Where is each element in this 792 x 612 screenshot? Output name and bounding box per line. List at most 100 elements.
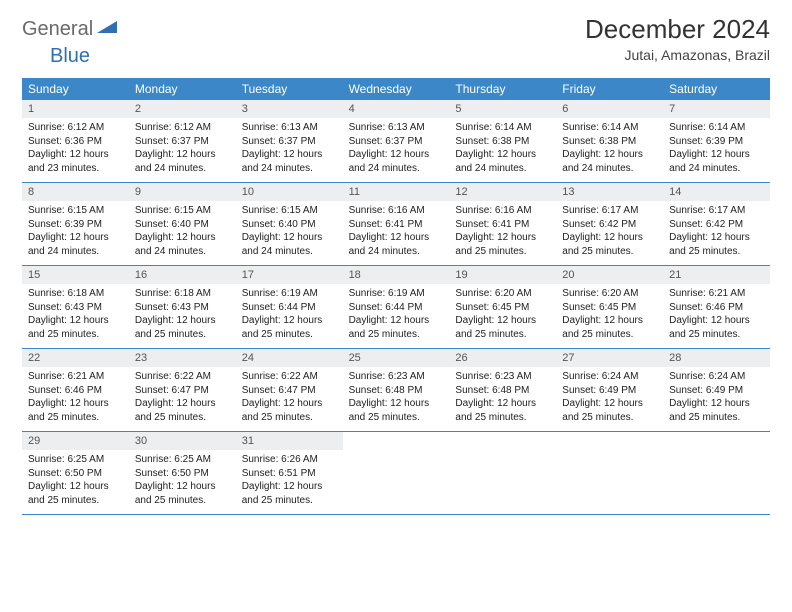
sunset-text: Sunset: 6:38 PM	[562, 135, 657, 149]
day-cell: 23Sunrise: 6:22 AMSunset: 6:47 PMDayligh…	[129, 349, 236, 431]
sunrise-text: Sunrise: 6:25 AM	[28, 453, 123, 467]
sunrise-text: Sunrise: 6:14 AM	[455, 121, 550, 135]
empty-cell	[663, 432, 770, 514]
daylight-text: Daylight: 12 hours and 24 minutes.	[28, 231, 123, 258]
sunrise-text: Sunrise: 6:20 AM	[455, 287, 550, 301]
day-body: Sunrise: 6:19 AMSunset: 6:44 PMDaylight:…	[343, 284, 450, 345]
day-cell: 1Sunrise: 6:12 AMSunset: 6:36 PMDaylight…	[22, 100, 129, 182]
sunset-text: Sunset: 6:49 PM	[669, 384, 764, 398]
sunrise-text: Sunrise: 6:14 AM	[669, 121, 764, 135]
day-body: Sunrise: 6:22 AMSunset: 6:47 PMDaylight:…	[129, 367, 236, 428]
sunrise-text: Sunrise: 6:13 AM	[242, 121, 337, 135]
sunrise-text: Sunrise: 6:19 AM	[349, 287, 444, 301]
sunset-text: Sunset: 6:46 PM	[28, 384, 123, 398]
sunrise-text: Sunrise: 6:23 AM	[349, 370, 444, 384]
daylight-text: Daylight: 12 hours and 24 minutes.	[242, 148, 337, 175]
sunset-text: Sunset: 6:36 PM	[28, 135, 123, 149]
daylight-text: Daylight: 12 hours and 25 minutes.	[135, 314, 230, 341]
day-number: 18	[343, 266, 450, 284]
day-number: 12	[449, 183, 556, 201]
day-cell: 27Sunrise: 6:24 AMSunset: 6:49 PMDayligh…	[556, 349, 663, 431]
day-number: 9	[129, 183, 236, 201]
day-body: Sunrise: 6:17 AMSunset: 6:42 PMDaylight:…	[556, 201, 663, 262]
sunset-text: Sunset: 6:40 PM	[242, 218, 337, 232]
sunrise-text: Sunrise: 6:14 AM	[562, 121, 657, 135]
calendar-week: 8Sunrise: 6:15 AMSunset: 6:39 PMDaylight…	[22, 183, 770, 266]
day-cell: 7Sunrise: 6:14 AMSunset: 6:39 PMDaylight…	[663, 100, 770, 182]
day-cell: 16Sunrise: 6:18 AMSunset: 6:43 PMDayligh…	[129, 266, 236, 348]
sunset-text: Sunset: 6:50 PM	[135, 467, 230, 481]
day-body: Sunrise: 6:14 AMSunset: 6:38 PMDaylight:…	[556, 118, 663, 179]
daylight-text: Daylight: 12 hours and 25 minutes.	[455, 314, 550, 341]
daylight-text: Daylight: 12 hours and 24 minutes.	[349, 231, 444, 258]
daylight-text: Daylight: 12 hours and 25 minutes.	[135, 480, 230, 507]
sunrise-text: Sunrise: 6:22 AM	[242, 370, 337, 384]
sunrise-text: Sunrise: 6:16 AM	[349, 204, 444, 218]
sunset-text: Sunset: 6:44 PM	[242, 301, 337, 315]
daylight-text: Daylight: 12 hours and 25 minutes.	[455, 231, 550, 258]
day-cell: 17Sunrise: 6:19 AMSunset: 6:44 PMDayligh…	[236, 266, 343, 348]
day-cell: 25Sunrise: 6:23 AMSunset: 6:48 PMDayligh…	[343, 349, 450, 431]
sunset-text: Sunset: 6:45 PM	[562, 301, 657, 315]
day-cell: 4Sunrise: 6:13 AMSunset: 6:37 PMDaylight…	[343, 100, 450, 182]
day-body: Sunrise: 6:25 AMSunset: 6:50 PMDaylight:…	[22, 450, 129, 511]
logo-text-general: General	[22, 18, 93, 41]
day-body: Sunrise: 6:13 AMSunset: 6:37 PMDaylight:…	[343, 118, 450, 179]
day-body: Sunrise: 6:26 AMSunset: 6:51 PMDaylight:…	[236, 450, 343, 511]
day-body: Sunrise: 6:12 AMSunset: 6:36 PMDaylight:…	[22, 118, 129, 179]
weekday-label: Thursday	[449, 78, 556, 100]
daylight-text: Daylight: 12 hours and 24 minutes.	[562, 148, 657, 175]
day-cell: 20Sunrise: 6:20 AMSunset: 6:45 PMDayligh…	[556, 266, 663, 348]
sunset-text: Sunset: 6:43 PM	[135, 301, 230, 315]
sunrise-text: Sunrise: 6:22 AM	[135, 370, 230, 384]
day-cell: 8Sunrise: 6:15 AMSunset: 6:39 PMDaylight…	[22, 183, 129, 265]
sunset-text: Sunset: 6:38 PM	[455, 135, 550, 149]
sunrise-text: Sunrise: 6:15 AM	[135, 204, 230, 218]
day-body: Sunrise: 6:21 AMSunset: 6:46 PMDaylight:…	[22, 367, 129, 428]
calendar-body: 1Sunrise: 6:12 AMSunset: 6:36 PMDaylight…	[22, 100, 770, 515]
weekday-label: Sunday	[22, 78, 129, 100]
day-body: Sunrise: 6:15 AMSunset: 6:40 PMDaylight:…	[129, 201, 236, 262]
day-number: 23	[129, 349, 236, 367]
day-number: 30	[129, 432, 236, 450]
day-number: 3	[236, 100, 343, 118]
weekday-label: Wednesday	[343, 78, 450, 100]
month-title: December 2024	[585, 14, 770, 45]
day-number: 10	[236, 183, 343, 201]
day-number: 4	[343, 100, 450, 118]
sunrise-text: Sunrise: 6:25 AM	[135, 453, 230, 467]
day-number: 26	[449, 349, 556, 367]
day-cell: 10Sunrise: 6:15 AMSunset: 6:40 PMDayligh…	[236, 183, 343, 265]
daylight-text: Daylight: 12 hours and 25 minutes.	[562, 397, 657, 424]
day-cell: 14Sunrise: 6:17 AMSunset: 6:42 PMDayligh…	[663, 183, 770, 265]
calendar-week: 15Sunrise: 6:18 AMSunset: 6:43 PMDayligh…	[22, 266, 770, 349]
sunset-text: Sunset: 6:37 PM	[135, 135, 230, 149]
daylight-text: Daylight: 12 hours and 23 minutes.	[28, 148, 123, 175]
sunrise-text: Sunrise: 6:16 AM	[455, 204, 550, 218]
day-body: Sunrise: 6:24 AMSunset: 6:49 PMDaylight:…	[556, 367, 663, 428]
day-body: Sunrise: 6:24 AMSunset: 6:49 PMDaylight:…	[663, 367, 770, 428]
daylight-text: Daylight: 12 hours and 25 minutes.	[242, 314, 337, 341]
weekday-label: Tuesday	[236, 78, 343, 100]
day-cell: 15Sunrise: 6:18 AMSunset: 6:43 PMDayligh…	[22, 266, 129, 348]
sunrise-text: Sunrise: 6:26 AM	[242, 453, 337, 467]
daylight-text: Daylight: 12 hours and 25 minutes.	[242, 480, 337, 507]
sunset-text: Sunset: 6:46 PM	[669, 301, 764, 315]
day-body: Sunrise: 6:12 AMSunset: 6:37 PMDaylight:…	[129, 118, 236, 179]
sunset-text: Sunset: 6:43 PM	[28, 301, 123, 315]
sunset-text: Sunset: 6:48 PM	[455, 384, 550, 398]
sunrise-text: Sunrise: 6:19 AM	[242, 287, 337, 301]
day-number: 21	[663, 266, 770, 284]
day-number: 31	[236, 432, 343, 450]
day-cell: 26Sunrise: 6:23 AMSunset: 6:48 PMDayligh…	[449, 349, 556, 431]
daylight-text: Daylight: 12 hours and 25 minutes.	[562, 314, 657, 341]
daylight-text: Daylight: 12 hours and 25 minutes.	[28, 397, 123, 424]
sunset-text: Sunset: 6:41 PM	[349, 218, 444, 232]
sunrise-text: Sunrise: 6:24 AM	[669, 370, 764, 384]
sunrise-text: Sunrise: 6:17 AM	[562, 204, 657, 218]
day-number: 25	[343, 349, 450, 367]
day-body: Sunrise: 6:17 AMSunset: 6:42 PMDaylight:…	[663, 201, 770, 262]
day-cell: 2Sunrise: 6:12 AMSunset: 6:37 PMDaylight…	[129, 100, 236, 182]
empty-cell	[343, 432, 450, 514]
daylight-text: Daylight: 12 hours and 25 minutes.	[349, 397, 444, 424]
